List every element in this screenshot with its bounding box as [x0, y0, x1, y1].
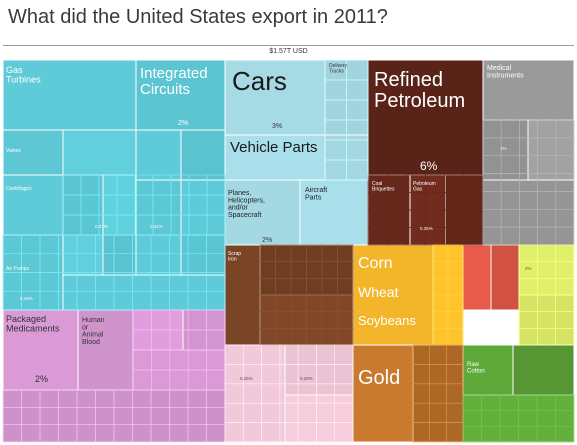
- total-value: $1.57T USD: [3, 45, 574, 60]
- tile-machinery: [135, 129, 182, 181]
- pct-machinery-1: 2%: [178, 120, 188, 127]
- tile-precious: [352, 344, 414, 443]
- tile-machinery: [180, 129, 226, 181]
- tile-machinery: [135, 179, 182, 236]
- label-vegetable-1: Wheat: [358, 284, 399, 300]
- small-pct-label: 0.35%: [420, 226, 433, 231]
- tile-chemical: [77, 309, 134, 391]
- label-vegetable-0: Corn: [358, 255, 393, 272]
- tile-machinery: [62, 174, 104, 236]
- label-transportation-4: Aircraft Parts: [305, 187, 327, 201]
- label-transportation-1: Delivery Trucks: [329, 63, 348, 74]
- small-pct-label: 0.44%: [20, 296, 33, 301]
- grid-cell: [555, 328, 575, 346]
- label-mineral-1: Coal Briquettes: [372, 181, 395, 192]
- small-pct-label: 2%: [525, 266, 532, 271]
- tile-animal: [490, 244, 520, 311]
- label-instruments-0: Medical Instruments: [487, 65, 524, 79]
- tile-machinery: [135, 59, 226, 131]
- tile-machinery: [62, 129, 137, 176]
- label-machinery-2: Valves: [6, 148, 21, 154]
- label-chemical-1: Human or Animal Blood: [82, 317, 105, 346]
- label-mineral-2: Petroleum Gas: [413, 181, 436, 192]
- label-textiles-0: Raw Cotton: [467, 362, 485, 374]
- small-pct-label: 0.25%: [240, 376, 253, 381]
- tile-machinery: [102, 234, 137, 276]
- tile-instruments: [482, 179, 575, 246]
- tile-plastics: [284, 344, 354, 396]
- tile-transportation: [299, 179, 369, 246]
- pct-mineral-0: 6%: [420, 159, 438, 173]
- tile-textiles: [512, 344, 575, 396]
- grid-cell: [334, 422, 354, 443]
- tile-transportation: [224, 134, 326, 181]
- label-transportation-0: Cars: [232, 66, 287, 96]
- label-transportation-2: Vehicle Parts: [230, 139, 318, 156]
- tile-machinery: [135, 234, 182, 276]
- tile-machinery: [180, 234, 226, 276]
- label-vegetable-2: Soybeans: [358, 313, 416, 328]
- tile-machinery: [2, 174, 64, 236]
- tile-machinery: [2, 129, 64, 176]
- small-pct-label: 1%: [500, 146, 507, 151]
- tile-machinery: [62, 234, 104, 276]
- pct-transportation-3: 2%: [262, 237, 272, 244]
- grid-cell: [346, 159, 369, 181]
- small-pct-label: 0.37%: [95, 224, 108, 229]
- grid-cell: [206, 214, 226, 236]
- chart-title: What did the United States export in 201…: [8, 6, 388, 28]
- pct-chemical-0: 2%: [35, 374, 48, 384]
- tile-instruments: [527, 119, 575, 181]
- tile-machinery: [2, 59, 137, 131]
- label-machinery-3: Centrifuges: [6, 186, 32, 192]
- label-machinery-0: Gas Turbines: [6, 65, 41, 84]
- grid-cell: [555, 426, 575, 443]
- label-transportation-3: Planes, Helicopters, and/or Spacecraft: [228, 190, 265, 219]
- small-pct-label: 0.31%: [150, 224, 163, 229]
- label-metals-0: Scrap Iron: [228, 251, 241, 262]
- tile-foodstuffs: [518, 244, 575, 296]
- label-machinery-4: Air Pumps: [6, 266, 30, 272]
- tile-foodstuffs: [518, 294, 575, 346]
- tile-machinery: [180, 179, 226, 236]
- label-precious-0: Gold: [358, 367, 400, 389]
- small-pct-label: 0.29%: [300, 376, 313, 381]
- tile-plastics: [224, 344, 286, 443]
- tile-plastics: [284, 394, 354, 443]
- label-chemical-0: Packaged Medicaments: [6, 314, 60, 333]
- label-mineral-0: Refined Petroleum: [374, 69, 465, 112]
- label-machinery-1: Integrated Circuits: [140, 65, 208, 98]
- tile-mineral: [367, 59, 484, 176]
- tile-transportation: [224, 179, 301, 246]
- tile-machinery: [102, 174, 137, 236]
- tile-precious: [412, 344, 464, 443]
- tile-transportation: [224, 59, 326, 136]
- pct-transportation-0: 3%: [272, 123, 282, 130]
- tile-machinery: [62, 274, 226, 311]
- tile-animal: [462, 244, 492, 311]
